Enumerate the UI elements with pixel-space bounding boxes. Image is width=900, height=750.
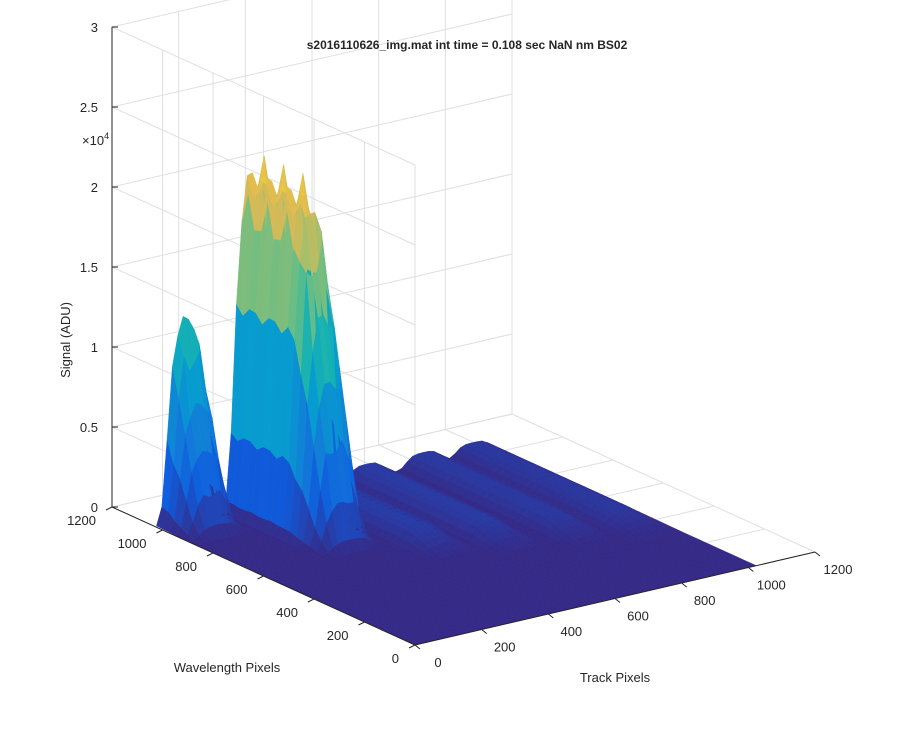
x-tick-label: 400: [560, 624, 582, 639]
y-tick-mark: [307, 598, 315, 603]
y-tick-mark: [206, 552, 214, 557]
y-tick-mark: [105, 506, 113, 511]
x-tick-label: 0: [434, 655, 441, 670]
y-tick-mark: [156, 529, 163, 534]
x-tick-mark: [681, 582, 687, 588]
z-tick-label: 1.5: [80, 260, 98, 275]
x-tick-mark: [548, 613, 554, 619]
surface: [156, 155, 757, 646]
y-tick-mark: [408, 644, 416, 649]
x-axis-label: Track Pixels: [580, 670, 651, 685]
y-tick-label: 400: [276, 605, 298, 620]
x-tick-label: 1000: [757, 578, 786, 593]
x-tick-label: 800: [694, 593, 716, 608]
y-tick-label: 200: [327, 628, 349, 643]
y-tick-label: 600: [226, 582, 248, 597]
y-tick-mark: [257, 575, 264, 580]
x-tick-mark: [814, 551, 821, 557]
axes-box: [105, 26, 821, 650]
x-tick-mark: [748, 567, 754, 572]
y-tick-label: 800: [175, 559, 197, 574]
tick-labels: 0200400600800100012000200400600800100012…: [67, 20, 852, 670]
z-exponent-label: ×104: [82, 131, 109, 148]
z-tick-label: 2: [91, 180, 98, 195]
x-tick-label: 1200: [824, 562, 853, 577]
z-tick-label: 0.5: [80, 420, 98, 435]
chart-title: s2016110626_img.mat int time = 0.108 sec…: [307, 38, 628, 52]
x-tick-label: 200: [494, 640, 516, 655]
z-tick-label: 1: [91, 340, 98, 355]
x-tick-mark: [414, 644, 421, 650]
z-tick-label: 3: [91, 20, 98, 35]
z-tick-label: 0: [91, 500, 98, 515]
y-tick-label: 1200: [67, 513, 96, 528]
z-tick-label: 2.5: [80, 100, 98, 115]
y-tick-mark: [358, 621, 365, 626]
x-tick-label: 600: [627, 609, 649, 624]
z-axis-label: Signal (ADU): [58, 302, 73, 378]
x-tick-mark: [614, 598, 621, 603]
grid-line: [511, 413, 816, 553]
x-tick-mark: [481, 629, 487, 634]
y-tick-label: 0: [392, 651, 399, 666]
y-tick-label: 1000: [118, 536, 147, 551]
y-axis-label: Wavelength Pixels: [174, 660, 281, 675]
